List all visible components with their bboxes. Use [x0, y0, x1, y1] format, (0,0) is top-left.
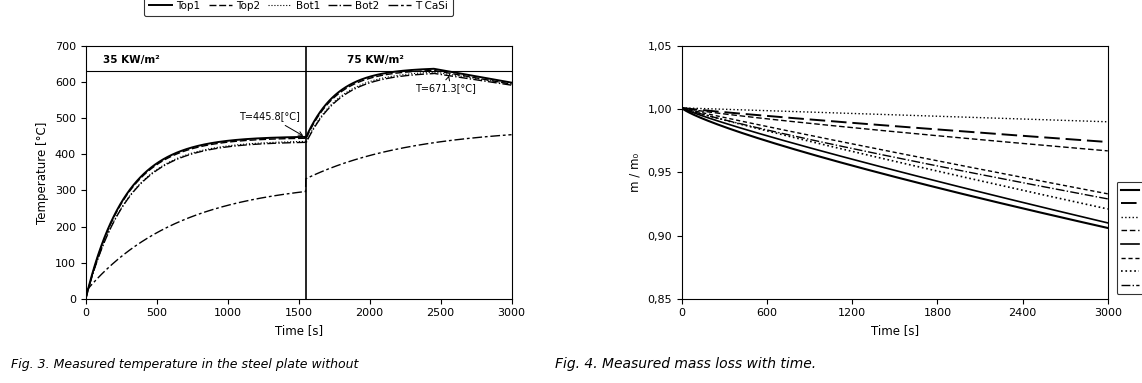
-A734233 [1046, 144, 1060, 149]
A334133 [1046, 213, 1060, 218]
A334231_3 [675, 106, 689, 110]
A334133 [1093, 224, 1107, 228]
- B754151 [724, 119, 738, 124]
A334133 [675, 106, 689, 110]
- B754151 [1101, 207, 1115, 211]
B154233 [1093, 190, 1107, 195]
- B754151 [1093, 205, 1107, 210]
X-axis label: Time [s]: Time [s] [274, 324, 323, 337]
B134133 [749, 130, 763, 135]
A334231_3 [856, 121, 870, 126]
B134133 [856, 160, 870, 165]
Line: A334133: A334133 [682, 108, 1108, 228]
-A734233 [749, 115, 763, 120]
A754133 [749, 108, 763, 113]
-A734233 [856, 126, 870, 131]
B134133 [1093, 219, 1107, 223]
Line: A334231_3: A334231_3 [682, 108, 1108, 142]
B154233 [856, 144, 870, 149]
-A734233 [838, 124, 852, 129]
B134133 [1046, 208, 1060, 212]
B134133 [675, 106, 689, 110]
B154233 [1046, 181, 1060, 186]
A334231_3 [1093, 139, 1107, 144]
A754133 [724, 107, 738, 112]
- B754251 [749, 125, 763, 130]
- B754151 [675, 106, 689, 110]
A754133 [675, 106, 689, 110]
Line: - B754251: - B754251 [682, 108, 1108, 199]
A334133 [724, 127, 738, 131]
- B754251 [1046, 186, 1060, 191]
Legend: Top1, Top2, Bot1, Bot2, T CaSi: Top1, Top2, Bot1, Bot2, T CaSi [144, 0, 453, 16]
Y-axis label: m / m₀: m / m₀ [629, 153, 642, 192]
- B754251 [675, 106, 689, 110]
B154233 [675, 106, 689, 110]
A754133 [838, 111, 852, 116]
A754133 [856, 111, 870, 116]
Line: B134133: B134133 [682, 108, 1108, 223]
B134133 [724, 123, 738, 127]
- B754151 [856, 152, 870, 156]
A754133 [1093, 119, 1107, 124]
A334231_3 [724, 110, 738, 115]
- B754251 [1101, 196, 1115, 201]
A334133 [749, 135, 763, 140]
A334133 [1101, 226, 1115, 230]
-A734233 [1101, 149, 1115, 153]
Legend: A334133, A334231_3, A754133, -A734233, B134133, B154233, - B754151, - B754251: A334133, A334231_3, A754133, -A734233, B… [1117, 182, 1142, 294]
B154233 [724, 116, 738, 121]
- B754251 [856, 149, 870, 153]
A334231_3 [749, 113, 763, 117]
B134133 [838, 155, 852, 160]
-A734233 [724, 112, 738, 117]
Text: Fig. 4. Measured mass loss with time.: Fig. 4. Measured mass loss with time. [555, 357, 815, 371]
B154233 [1101, 192, 1115, 196]
- B754251 [724, 119, 738, 124]
Text: 35 KW/m²: 35 KW/m² [103, 55, 160, 65]
-A734233 [675, 106, 689, 110]
Text: 75 KW/m²: 75 KW/m² [347, 55, 403, 65]
-A734233 [1093, 148, 1107, 152]
B154233 [749, 122, 763, 126]
A334133 [838, 161, 852, 166]
Text: Fig. 3. Measured temperature in the steel plate without: Fig. 3. Measured temperature in the stee… [11, 358, 359, 371]
A754133 [1046, 118, 1060, 122]
- B754151 [838, 147, 852, 152]
- B754151 [1046, 195, 1060, 200]
Line: - B754151: - B754151 [682, 108, 1108, 209]
Text: T=671.3[°C]: T=671.3[°C] [415, 77, 476, 93]
- B754151 [749, 126, 763, 130]
A334231_3 [1046, 136, 1060, 141]
A334231_3 [838, 120, 852, 124]
A334231_3 [1101, 140, 1115, 144]
B134133 [1101, 221, 1115, 225]
- B754251 [838, 145, 852, 149]
A754133 [1101, 119, 1115, 124]
Y-axis label: Temperature [°C]: Temperature [°C] [37, 121, 49, 224]
A334133 [856, 166, 870, 171]
Line: -A734233: -A734233 [682, 108, 1108, 151]
Line: A754133: A754133 [682, 108, 1108, 122]
Text: T=445.8[°C]: T=445.8[°C] [239, 111, 303, 135]
X-axis label: Time [s]: Time [s] [870, 324, 919, 337]
B154233 [838, 140, 852, 145]
- B754251 [1093, 195, 1107, 200]
Line: B154233: B154233 [682, 108, 1108, 194]
